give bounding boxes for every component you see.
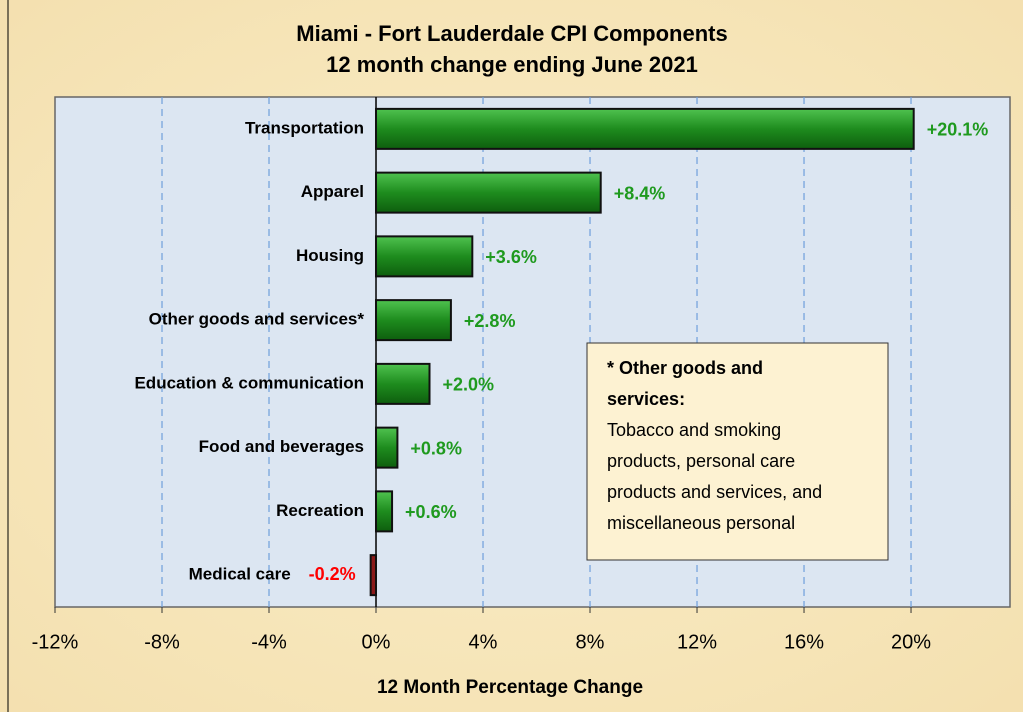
- chart-subtitle: 12 month change ending June 2021: [326, 52, 698, 77]
- value-label: +20.1%: [927, 120, 989, 140]
- annotation-text: Tobacco and smoking: [607, 420, 781, 440]
- x-tick-label: -12%: [32, 631, 79, 653]
- bar: [375, 299, 452, 342]
- annotation-title: services:: [607, 389, 685, 409]
- x-tick-label: -8%: [144, 631, 180, 653]
- annotation-box: [586, 342, 889, 561]
- x-tick-label: 16%: [784, 631, 824, 653]
- value-label: +2.8%: [464, 311, 516, 331]
- annotation-text: miscellaneous personal: [607, 513, 795, 533]
- bar: [369, 554, 378, 597]
- value-label: +0.8%: [410, 438, 462, 458]
- y-tick-label: Other goods and services*: [149, 310, 365, 329]
- bar: [375, 235, 474, 278]
- y-tick-label: Apparel: [301, 182, 364, 201]
- x-tick-label: 0%: [362, 631, 391, 653]
- annotation-text: products, personal care: [607, 451, 795, 471]
- annotation-title: * Other goods and: [607, 358, 763, 378]
- value-label: +3.6%: [485, 247, 537, 267]
- value-label: +2.0%: [443, 375, 495, 395]
- bar: [375, 490, 394, 533]
- x-tick-label: 4%: [469, 631, 498, 653]
- annotation-text: products and services, and: [607, 482, 822, 502]
- x-tick-label: -4%: [251, 631, 287, 653]
- value-label: -0.2%: [309, 564, 356, 584]
- y-tick-label: Housing: [296, 246, 364, 265]
- x-tick-label: 12%: [677, 631, 717, 653]
- bar: [375, 107, 915, 150]
- value-label: +8.4%: [614, 183, 666, 203]
- bar: [375, 171, 602, 214]
- value-label: +0.6%: [405, 502, 457, 522]
- y-tick-label: Education & communication: [134, 373, 364, 392]
- bar: [375, 362, 431, 405]
- x-axis-label: 12 Month Percentage Change: [377, 677, 643, 698]
- y-tick-label: Recreation: [276, 501, 364, 520]
- y-tick-label: Food and beverages: [199, 437, 364, 456]
- bar: [375, 426, 399, 469]
- chart-title: Miami - Fort Lauderdale CPI Components: [296, 21, 727, 46]
- x-tick-label: 20%: [891, 631, 931, 653]
- x-tick-label: 8%: [576, 631, 605, 653]
- y-tick-label: Medical care: [189, 565, 291, 584]
- y-tick-label: Transportation: [245, 118, 364, 137]
